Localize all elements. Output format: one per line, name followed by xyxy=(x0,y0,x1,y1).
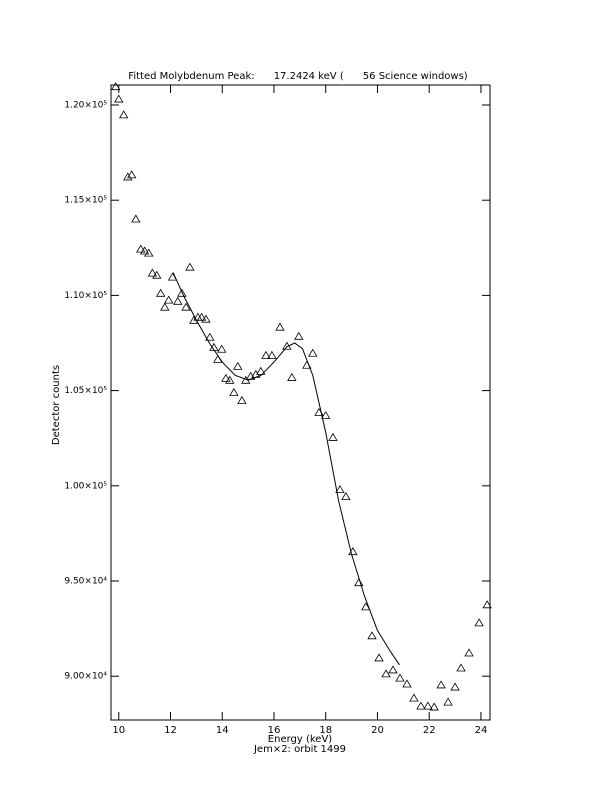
x-tick-label: 12 xyxy=(164,725,177,736)
data-point xyxy=(136,244,146,253)
data-point xyxy=(229,387,239,396)
data-point xyxy=(308,348,318,357)
y-tick-label: 1.00×10⁵ xyxy=(64,481,107,491)
data-point xyxy=(256,366,266,375)
data-point xyxy=(275,322,285,331)
y-tick-label: 1.05×10⁵ xyxy=(64,386,107,396)
data-point xyxy=(474,618,484,627)
data-point xyxy=(416,701,426,710)
data-point xyxy=(367,631,377,640)
fit-line xyxy=(172,272,400,666)
x-tick-label: 16 xyxy=(268,725,281,736)
chart-title: Fitted Molybdenum Peak: 17.2424 keV ( 56… xyxy=(128,71,468,82)
data-point xyxy=(160,302,170,311)
data-point xyxy=(341,492,351,501)
data-point xyxy=(144,248,154,257)
x-tick-label: 22 xyxy=(423,725,436,736)
data-point xyxy=(267,350,277,359)
y-tick-label: 9.50×10⁴ xyxy=(64,577,107,587)
data-point xyxy=(217,344,227,353)
data-point xyxy=(402,679,412,688)
x-tick-label: 20 xyxy=(371,725,384,736)
data-point xyxy=(233,361,243,370)
y-tick-label: 1.20×10⁵ xyxy=(64,100,107,110)
data-point xyxy=(287,372,297,381)
y-tick-label: 9.00×10⁴ xyxy=(64,672,107,682)
data-point xyxy=(185,262,195,271)
x-tick-label: 18 xyxy=(319,725,332,736)
data-point xyxy=(221,373,231,382)
data-point xyxy=(147,268,158,277)
data-point xyxy=(163,295,174,304)
data-point xyxy=(201,314,211,323)
data-point xyxy=(482,600,492,609)
data-point xyxy=(294,331,304,340)
x-tick-label: 14 xyxy=(216,725,229,736)
y-tick-label: 1.15×10⁵ xyxy=(64,196,107,206)
data-point xyxy=(388,665,398,674)
data-point xyxy=(328,432,338,441)
data-point xyxy=(110,82,121,91)
data-point xyxy=(335,485,345,494)
data-point xyxy=(450,682,460,691)
data-point xyxy=(173,296,183,305)
data-point xyxy=(443,697,453,706)
data-point xyxy=(237,395,247,404)
data-point xyxy=(374,653,384,662)
data-point xyxy=(456,663,466,672)
x-axis-title: Energy (keV) xyxy=(268,734,333,745)
data-point xyxy=(409,693,419,702)
data-point xyxy=(155,288,166,297)
data-point xyxy=(261,350,271,359)
data-point xyxy=(131,214,141,223)
y-axis-title: Detector counts xyxy=(51,365,62,445)
data-point xyxy=(118,110,129,119)
x-tick-label: 10 xyxy=(112,725,125,736)
plot-frame xyxy=(110,84,491,721)
data-point xyxy=(114,94,124,103)
data-point xyxy=(423,701,433,710)
data-point xyxy=(225,375,235,384)
data-point xyxy=(123,172,133,181)
data-point xyxy=(429,702,439,711)
y-tick-label: 1.10×10⁵ xyxy=(64,291,107,301)
data-point xyxy=(381,669,391,678)
x-tick-label: 24 xyxy=(475,725,488,736)
data-point xyxy=(196,312,207,321)
data-point xyxy=(436,680,446,689)
data-point xyxy=(152,270,162,279)
data-point xyxy=(181,302,191,311)
data-point xyxy=(126,170,137,179)
data-point xyxy=(321,410,331,419)
data-point xyxy=(395,673,405,682)
data-point xyxy=(354,578,364,587)
data-point xyxy=(139,246,150,255)
data-point xyxy=(464,648,474,657)
data-point xyxy=(177,288,187,297)
subtitle: Jem×2: orbit 1499 xyxy=(253,744,346,755)
data-point xyxy=(361,602,371,611)
data-point xyxy=(205,332,215,341)
